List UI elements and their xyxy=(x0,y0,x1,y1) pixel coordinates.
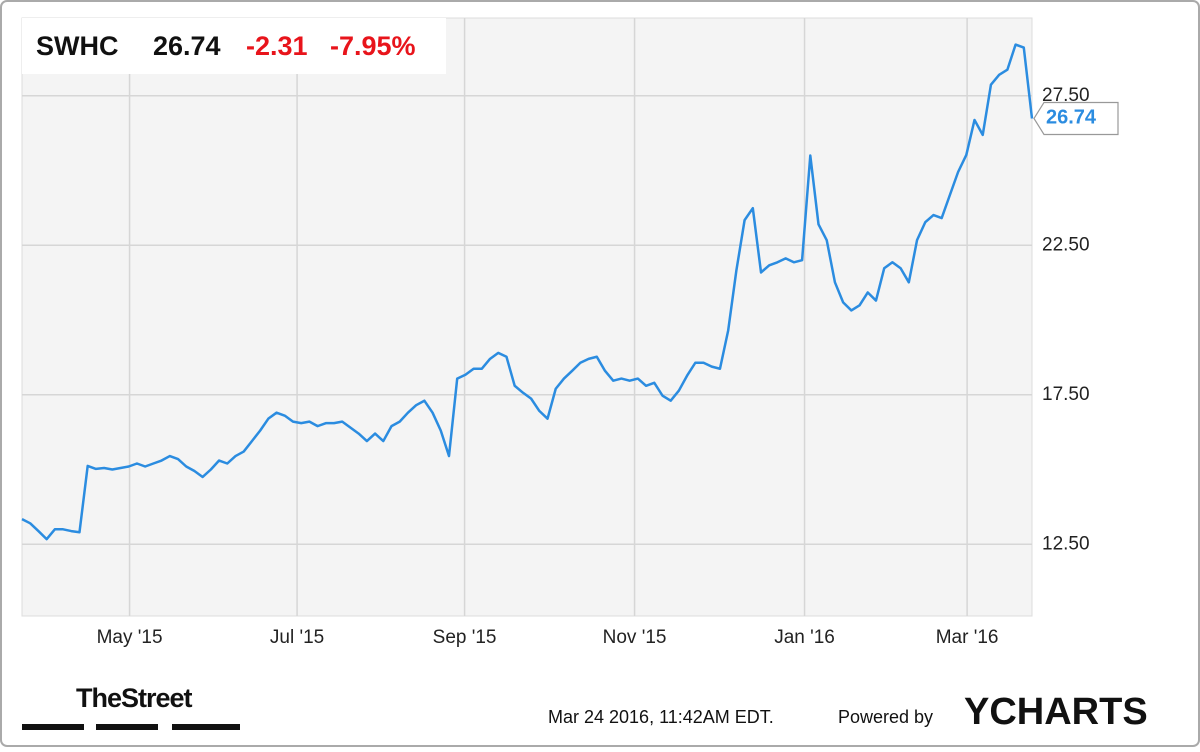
last-price-callout xyxy=(1033,101,1119,136)
x-tick-label: Nov '15 xyxy=(603,627,667,648)
x-tick-label: Jan '16 xyxy=(774,627,835,648)
plot-area xyxy=(21,17,1033,617)
ycharts-logo: YCHARTS xyxy=(964,691,1148,733)
change: -2.31 xyxy=(246,31,308,61)
ticker: SWHC xyxy=(36,31,119,61)
x-tick-label: May '15 xyxy=(97,627,163,648)
change-pct: -7.95% xyxy=(330,31,416,61)
y-tick-label: 27.50 xyxy=(1042,85,1090,106)
y-tick-label: 17.50 xyxy=(1042,384,1090,405)
powered-by: Powered by xyxy=(838,707,933,727)
y-tick-label: 22.50 xyxy=(1042,234,1090,255)
timestamp: Mar 24 2016, 11:42AM EDT. xyxy=(548,707,774,727)
y-tick-label: 12.50 xyxy=(1042,533,1090,554)
x-tick-label: Sep '15 xyxy=(433,627,497,648)
x-tick-label: Mar '16 xyxy=(936,627,999,648)
thestreet-logo: TheStreet xyxy=(76,683,193,713)
header-box xyxy=(22,18,446,74)
logo-bar xyxy=(172,724,240,730)
logo-bar xyxy=(22,724,84,730)
price: 26.74 xyxy=(153,31,221,61)
last-price-label: 26.74 xyxy=(1046,107,1097,129)
price-line xyxy=(21,43,1034,541)
x-tick-label: Jul '15 xyxy=(270,627,324,648)
logo-bar xyxy=(96,724,158,730)
